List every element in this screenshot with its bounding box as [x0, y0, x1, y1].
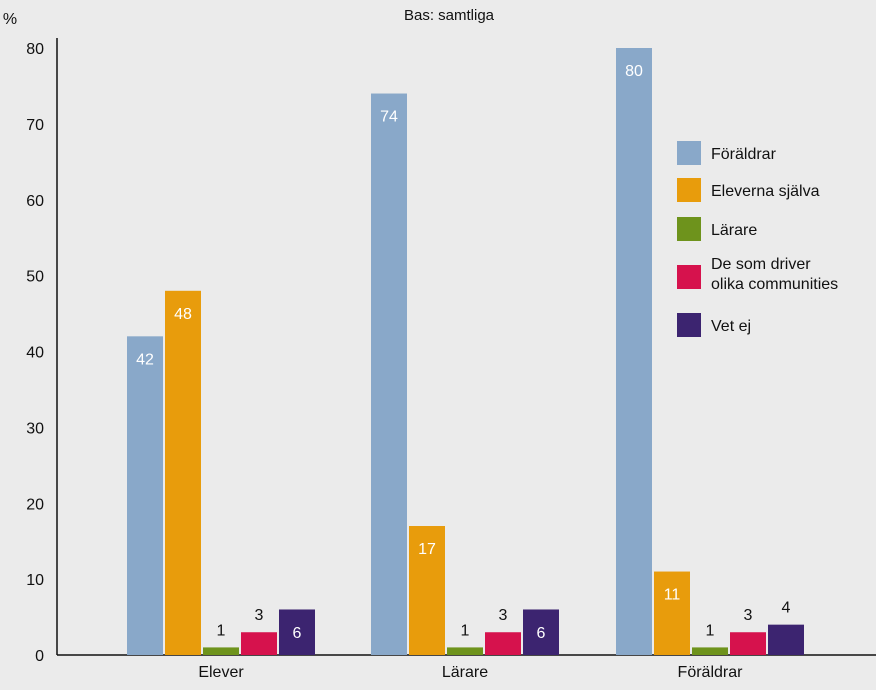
bar-value-label: 48 [174, 306, 192, 323]
bar-value-label: 6 [537, 625, 546, 642]
bar-value-label: 74 [380, 109, 398, 126]
y-tick-label: 50 [26, 269, 44, 286]
bar-value-label: 17 [418, 541, 436, 558]
bar [692, 647, 728, 655]
legend-swatch [677, 141, 701, 165]
legend-label: Vet ej [711, 318, 751, 335]
bar [241, 632, 277, 655]
legend-swatch [677, 178, 701, 202]
bar-value-label: 3 [255, 607, 264, 624]
bar [730, 632, 766, 655]
bar-value-label: 4 [782, 600, 791, 617]
legend-label: De som driver [711, 256, 811, 273]
bar-value-label: 42 [136, 351, 154, 368]
y-tick-label: 30 [26, 420, 44, 437]
y-axis-label: % [3, 11, 17, 28]
legend-label: olika communities [711, 276, 838, 293]
bar [165, 290, 201, 655]
y-tick-label: 10 [26, 572, 44, 589]
bar [203, 647, 239, 655]
y-tick-label: 60 [26, 193, 44, 210]
bar-value-label: 1 [706, 622, 715, 639]
y-tick-label: 40 [26, 345, 44, 362]
bar-value-label: 1 [217, 622, 226, 639]
legend-swatch [677, 313, 701, 337]
y-tick-label: 20 [26, 496, 44, 513]
bar [447, 647, 483, 655]
y-tick-label: 70 [26, 117, 44, 134]
bar [485, 632, 521, 655]
legend-label: Lärare [711, 222, 757, 239]
legend-label: Eleverna själva [711, 183, 820, 200]
bar-value-label: 6 [293, 625, 302, 642]
legend-swatch [677, 265, 701, 289]
legend-swatch [677, 217, 701, 241]
bar-value-label: 3 [499, 607, 508, 624]
legend-label: Föräldrar [711, 146, 777, 163]
bar [616, 48, 652, 655]
bar-value-label: 80 [625, 63, 643, 80]
bar [523, 609, 559, 655]
bar [371, 93, 407, 655]
bar [279, 609, 315, 655]
x-tick-label: Elever [198, 664, 244, 681]
x-tick-label: Föräldrar [678, 664, 744, 681]
y-tick-label: 0 [35, 648, 44, 665]
bar-value-label: 3 [744, 607, 753, 624]
bar-value-label: 11 [664, 587, 681, 604]
bar [768, 624, 804, 655]
bar-value-label: 1 [461, 622, 470, 639]
bar [127, 336, 163, 655]
bar [409, 526, 445, 655]
y-tick-label: 80 [26, 41, 44, 58]
x-tick-label: Lärare [442, 664, 488, 681]
bar [654, 571, 690, 655]
chart-subtitle: Bas: samtliga [404, 7, 495, 24]
